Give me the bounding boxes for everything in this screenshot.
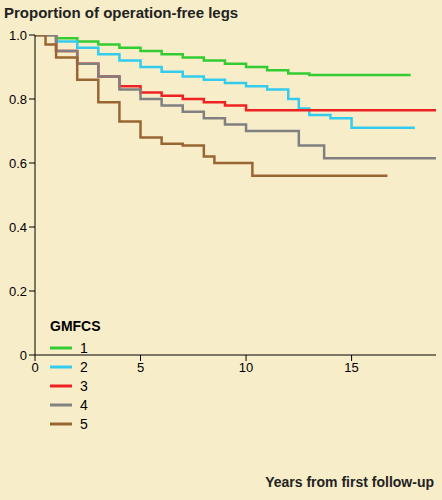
svg-text:0.2: 0.2 bbox=[9, 284, 27, 299]
svg-text:15: 15 bbox=[344, 360, 358, 375]
svg-text:0: 0 bbox=[31, 360, 38, 375]
html-text:4: 4 bbox=[80, 396, 88, 413]
html-text:3: 3 bbox=[80, 377, 88, 394]
html-text:Proportion of operation-free l: Proportion of operation-free legs bbox=[4, 4, 239, 21]
svg-text:0.6: 0.6 bbox=[9, 156, 27, 171]
svg-text:1.0: 1.0 bbox=[9, 28, 27, 43]
html-text:2: 2 bbox=[80, 358, 88, 375]
svg-text:0.8: 0.8 bbox=[9, 92, 27, 107]
html-text:Years from first follow-up: Years from first follow-up bbox=[265, 474, 434, 490]
svg-text:5: 5 bbox=[137, 360, 144, 375]
svg-text:10: 10 bbox=[239, 360, 253, 375]
html-text:GMFCS: GMFCS bbox=[50, 318, 101, 334]
svg-text:0: 0 bbox=[20, 348, 27, 363]
html-text:5: 5 bbox=[80, 415, 88, 432]
svg-text:0.4: 0.4 bbox=[9, 220, 27, 235]
html-text:1: 1 bbox=[80, 339, 88, 356]
